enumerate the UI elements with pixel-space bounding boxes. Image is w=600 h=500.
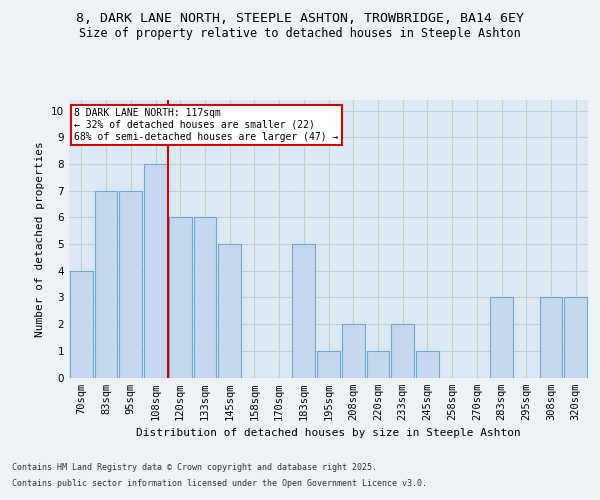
Text: 8, DARK LANE NORTH, STEEPLE ASHTON, TROWBRIDGE, BA14 6EY: 8, DARK LANE NORTH, STEEPLE ASHTON, TROW… [76, 12, 524, 26]
Y-axis label: Number of detached properties: Number of detached properties [35, 141, 46, 336]
Bar [218, 244, 241, 378]
Bar [169, 218, 191, 378]
Text: Contains HM Land Registry data © Crown copyright and database right 2025.: Contains HM Land Registry data © Crown c… [12, 464, 377, 472]
Bar [95, 190, 118, 378]
Text: Size of property relative to detached houses in Steeple Ashton: Size of property relative to detached ho… [79, 28, 521, 40]
Bar [194, 218, 216, 378]
Bar [292, 244, 315, 378]
Bar [539, 298, 562, 378]
Bar [144, 164, 167, 378]
Bar [119, 190, 142, 378]
Bar [70, 271, 93, 378]
Bar [317, 351, 340, 378]
Bar [490, 298, 513, 378]
Bar [391, 324, 414, 378]
Bar [367, 351, 389, 378]
Text: 8 DARK LANE NORTH: 117sqm
← 32% of detached houses are smaller (22)
68% of semi-: 8 DARK LANE NORTH: 117sqm ← 32% of detac… [74, 108, 338, 142]
X-axis label: Distribution of detached houses by size in Steeple Ashton: Distribution of detached houses by size … [136, 428, 521, 438]
Bar [564, 298, 587, 378]
Bar [342, 324, 365, 378]
Bar [416, 351, 439, 378]
Text: Contains public sector information licensed under the Open Government Licence v3: Contains public sector information licen… [12, 478, 427, 488]
